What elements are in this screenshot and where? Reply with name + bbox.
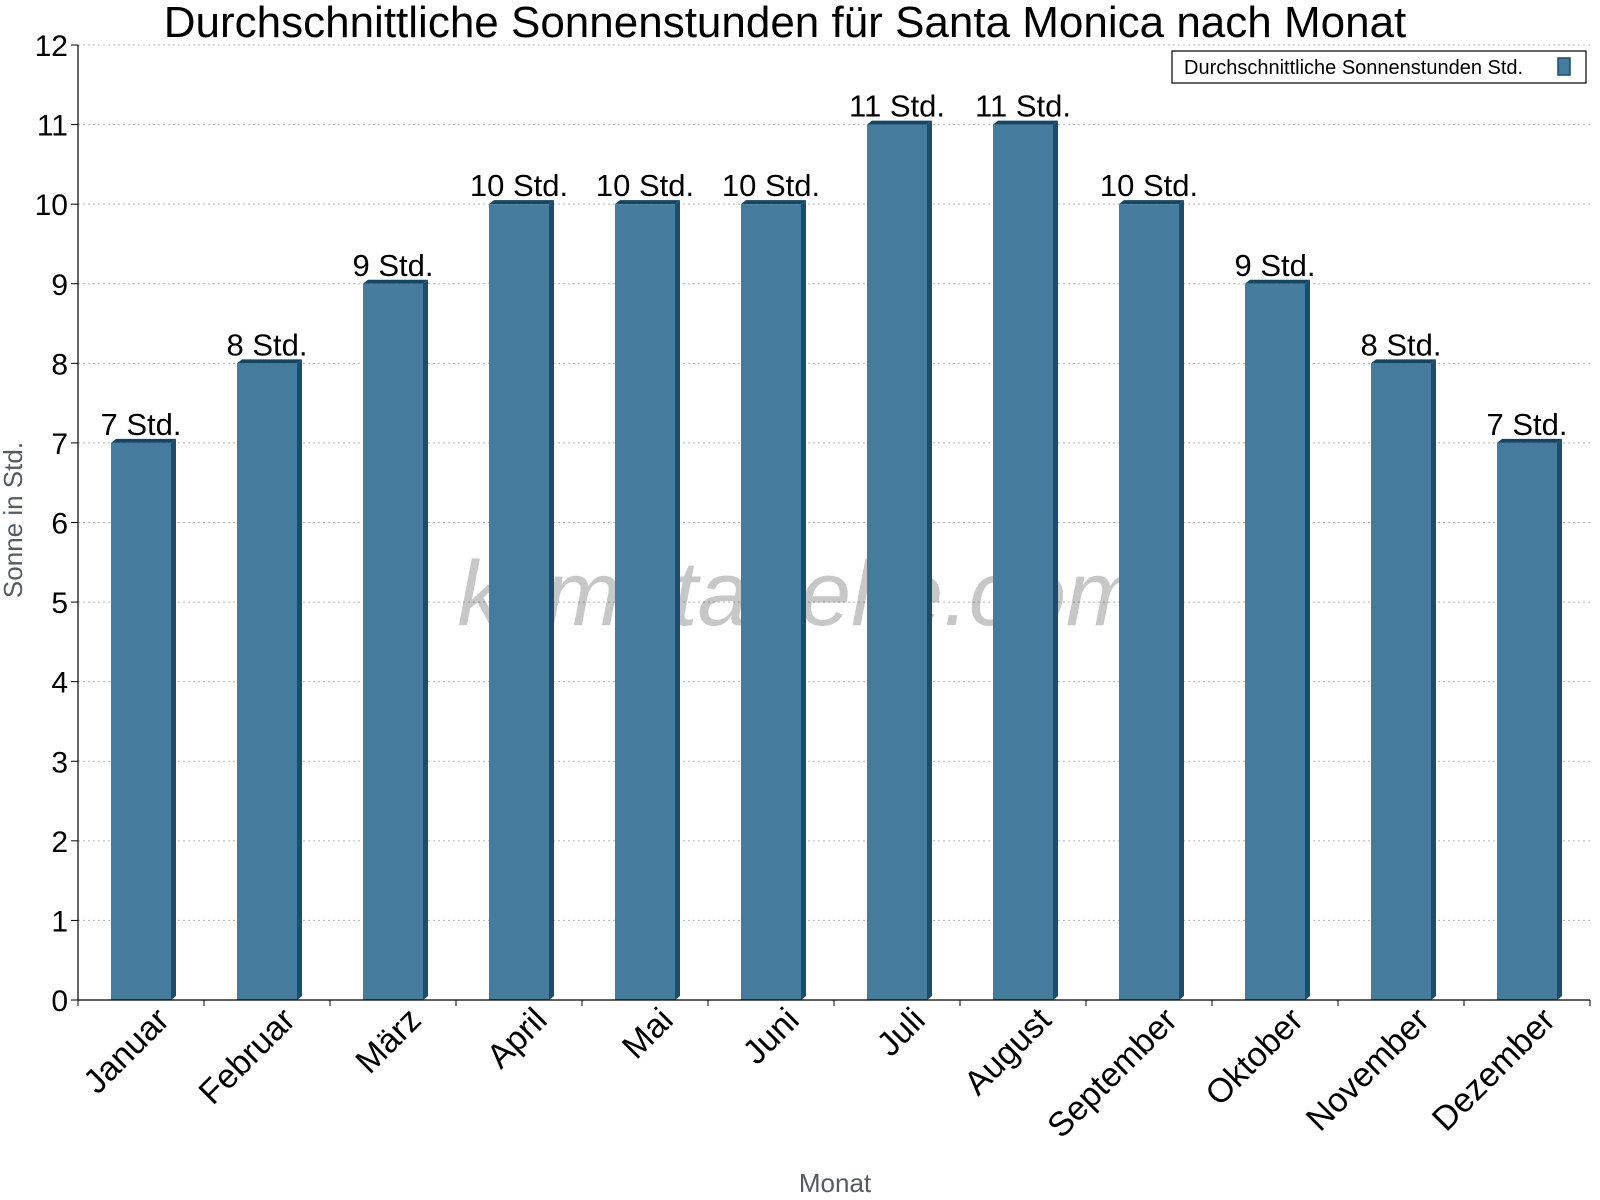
data-label: 9 Std.: [1235, 248, 1316, 283]
bar-top: [1497, 438, 1562, 443]
x-tick-label: Januar: [76, 1001, 176, 1101]
y-tick-label: 9: [51, 269, 68, 302]
x-tick-label: Oktober: [1198, 1001, 1310, 1113]
bar-top: [111, 438, 176, 443]
chart-title: Durchschnittliche Sonnenstunden für Sant…: [164, 0, 1407, 47]
bar-top: [363, 279, 428, 284]
data-label: 10 Std.: [722, 168, 820, 203]
legend-box: [1171, 50, 1587, 84]
x-tick-label: Dezember: [1425, 1001, 1563, 1139]
y-tick-label: 5: [51, 587, 68, 620]
bar-side: [927, 120, 932, 1001]
bar-top: [1119, 200, 1184, 205]
bar-top: [615, 200, 680, 205]
bar-side: [1179, 200, 1184, 1000]
bar-side: [1305, 279, 1310, 1000]
bar-side: [1431, 359, 1436, 1000]
data-label: 11 Std.: [849, 89, 945, 124]
bar-side: [297, 359, 302, 1000]
y-tick-label: 7: [51, 428, 68, 461]
y-tick-label: 1: [51, 905, 68, 938]
bar-top: [741, 200, 806, 205]
data-label: 8 Std.: [227, 327, 308, 362]
bar-top: [867, 120, 932, 125]
x-tick-label: Mai: [615, 1001, 681, 1067]
data-label: 10 Std.: [596, 168, 694, 203]
data-labels: 7 Std. 8 Std. 9 Std. 10 Std. 10 Std. 10 Std. 1…: [101, 89, 1568, 442]
gridlines: [78, 44, 1590, 921]
legend: Durchschnittliche Sonnenstunden Std.: [1171, 50, 1587, 84]
y-tick-label: 12: [35, 30, 68, 63]
bar-side: [423, 279, 428, 1000]
bar-side: [1557, 438, 1562, 1001]
bar-top: [237, 359, 302, 364]
y-tick-label: 2: [51, 826, 68, 859]
x-tick-label: Juni: [736, 1001, 807, 1072]
bar: [363, 283, 423, 1000]
bar: [1371, 363, 1431, 1000]
y-tick-label: 8: [51, 348, 68, 381]
y-tick-label: 0: [51, 985, 68, 1018]
x-tick-label: August: [957, 1000, 1059, 1102]
data-label: 9 Std.: [353, 248, 434, 283]
x-tick-labels: Januar Februar März April Mai Juni Juli AugustS…: [76, 1000, 1562, 1145]
bar: [489, 204, 549, 1000]
x-tick-label: April: [480, 1001, 555, 1076]
bar-side: [675, 200, 680, 1000]
data-label: 10 Std.: [1100, 168, 1198, 203]
data-label: 10 Std.: [470, 168, 568, 203]
x-tick-label: September: [1040, 1001, 1184, 1145]
data-label: 11 Std.: [975, 89, 1071, 124]
bar: [237, 363, 297, 1000]
y-tick-label: 4: [51, 667, 68, 700]
bar: [615, 204, 675, 1000]
bar: [993, 124, 1053, 1001]
y-tick-label: 6: [51, 508, 68, 541]
x-axis-label: Monat: [799, 1168, 872, 1198]
bar-side: [171, 438, 176, 1001]
y-tick-label: 3: [51, 746, 68, 779]
y-tick-label: 10: [35, 189, 68, 222]
x-tick-label: November: [1299, 1001, 1437, 1139]
data-label: 7 Std.: [101, 407, 182, 442]
bar: [741, 204, 801, 1000]
bar-side: [801, 200, 806, 1000]
bar-side: [1053, 120, 1058, 1001]
bar-top: [489, 200, 554, 205]
bar-top: [1371, 359, 1436, 364]
legend-swatch: [1557, 57, 1571, 76]
bar-top: [993, 120, 1058, 125]
y-axis-label: Sonne in Std.: [0, 442, 28, 598]
x-tick-label: Juli: [870, 1001, 933, 1064]
bar: [1497, 442, 1557, 1001]
bar: [1245, 283, 1305, 1000]
axes: [71, 44, 1591, 1006]
data-label: 8 Std.: [1361, 327, 1442, 362]
x-tick-label: Februar: [192, 1001, 303, 1112]
bar-top: [1245, 279, 1310, 284]
bar: [111, 442, 171, 1001]
y-tick-label: 11: [37, 110, 68, 143]
x-tick-label: März: [348, 1001, 428, 1081]
bar: [1119, 204, 1179, 1000]
bars: [111, 120, 1562, 1001]
legend-entry-label: Durchschnittliche Sonnenstunden Std.: [1184, 57, 1523, 79]
bar: [867, 124, 927, 1001]
data-label: 7 Std.: [1487, 407, 1568, 442]
bar-side: [549, 200, 554, 1000]
